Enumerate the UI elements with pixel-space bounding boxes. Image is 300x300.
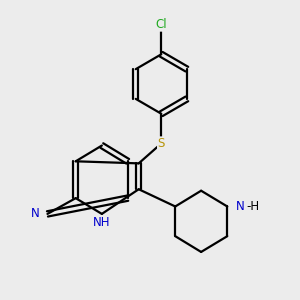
Text: Cl: Cl [155,18,167,31]
Text: N: N [236,200,244,213]
Text: NH: NH [93,216,111,229]
Text: -H: -H [247,200,260,213]
Text: S: S [158,137,165,150]
Text: N: N [30,207,39,220]
